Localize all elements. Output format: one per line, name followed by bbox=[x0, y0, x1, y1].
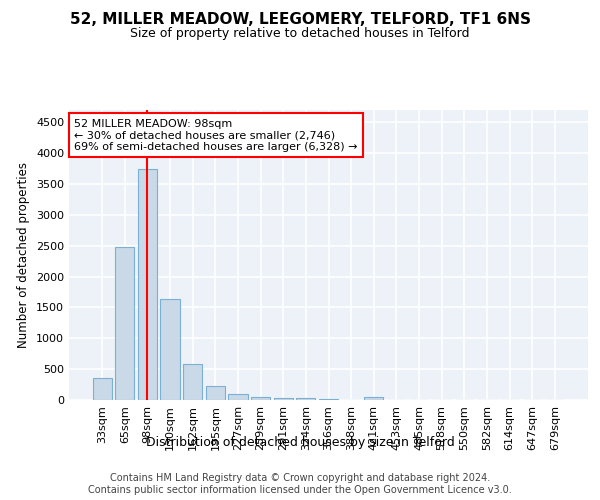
Bar bbox=[274, 398, 293, 400]
Y-axis label: Number of detached properties: Number of detached properties bbox=[17, 162, 31, 348]
Text: Size of property relative to detached houses in Telford: Size of property relative to detached ho… bbox=[130, 28, 470, 40]
Bar bbox=[138, 168, 157, 400]
Bar bbox=[92, 378, 112, 400]
Text: Contains HM Land Registry data © Crown copyright and database right 2024.
Contai: Contains HM Land Registry data © Crown c… bbox=[88, 474, 512, 495]
Bar bbox=[251, 396, 270, 400]
Bar bbox=[183, 364, 202, 400]
Text: Distribution of detached houses by size in Telford: Distribution of detached houses by size … bbox=[146, 436, 454, 449]
Text: 52 MILLER MEADOW: 98sqm
← 30% of detached houses are smaller (2,746)
69% of semi: 52 MILLER MEADOW: 98sqm ← 30% of detache… bbox=[74, 118, 358, 152]
Bar bbox=[364, 397, 383, 400]
Bar bbox=[115, 247, 134, 400]
Bar bbox=[296, 398, 316, 400]
Bar bbox=[229, 394, 248, 400]
Bar bbox=[160, 299, 180, 400]
Bar bbox=[206, 386, 225, 400]
Bar bbox=[319, 399, 338, 400]
Text: 52, MILLER MEADOW, LEEGOMERY, TELFORD, TF1 6NS: 52, MILLER MEADOW, LEEGOMERY, TELFORD, T… bbox=[70, 12, 530, 28]
